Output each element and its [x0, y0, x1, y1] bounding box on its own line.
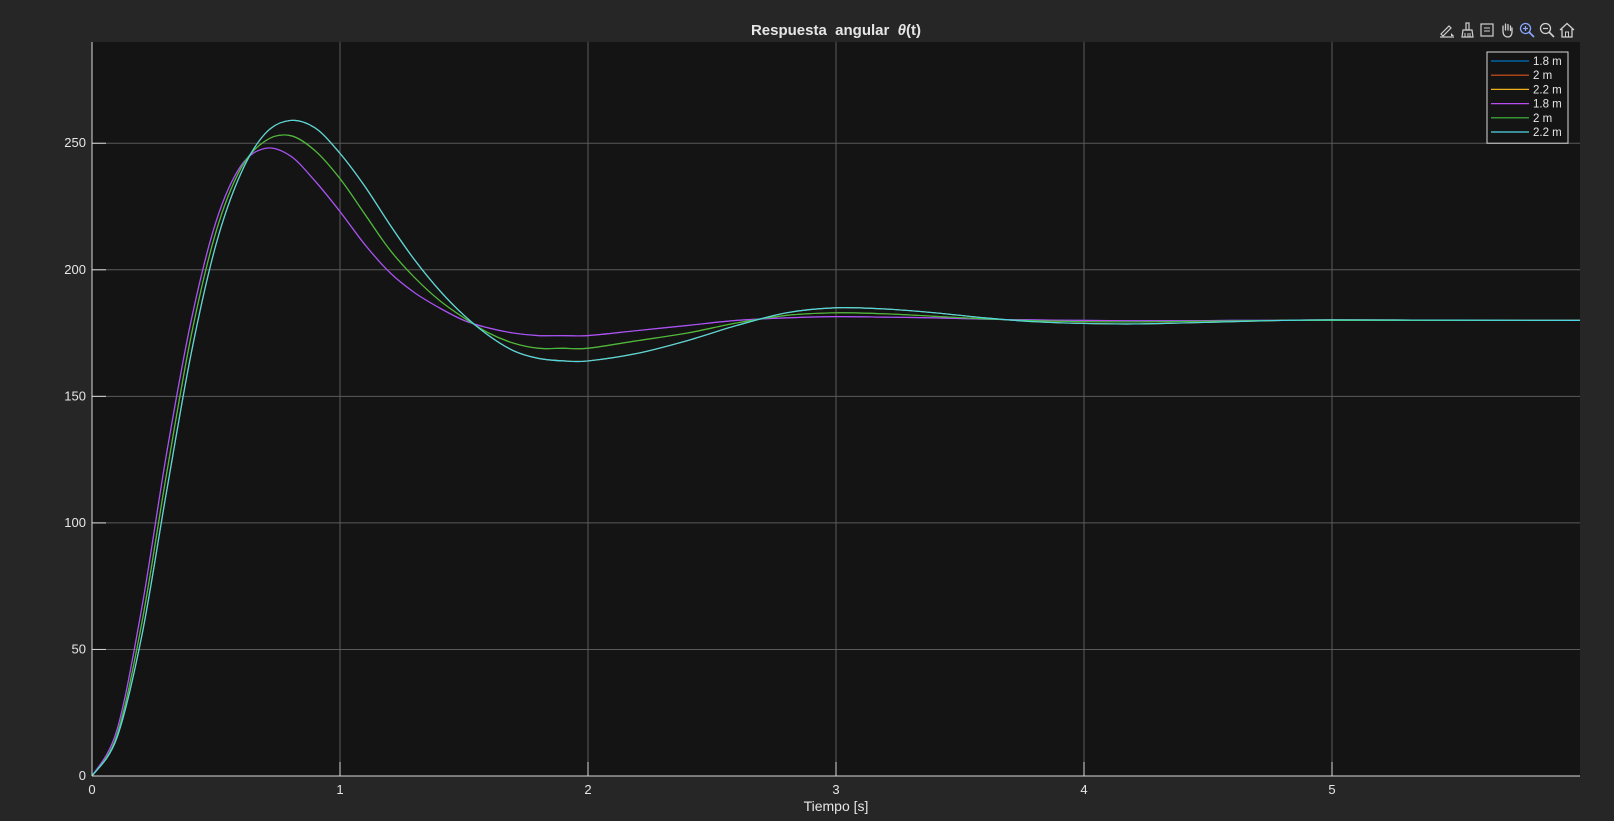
- x-tick-label: 2: [584, 782, 591, 797]
- brush-icon[interactable]: [1458, 20, 1476, 40]
- zoom-out-icon[interactable]: [1538, 20, 1556, 40]
- legend-label: 2.2 m: [1533, 84, 1562, 96]
- x-tick-label: 1: [336, 782, 343, 797]
- legend-box: [1486, 51, 1569, 144]
- axes: [91, 42, 1580, 777]
- title-symbol: θ: [898, 22, 907, 39]
- x-axis-label: Tiempo [s]: [804, 798, 869, 814]
- x-tick-label: 5: [1328, 782, 1335, 797]
- y-tick-label: 0: [79, 768, 86, 783]
- legend-label: 2 m: [1533, 113, 1552, 125]
- y-tick-label: 100: [64, 515, 86, 530]
- y-tick-label: 250: [64, 135, 86, 150]
- y-tick-label: 50: [72, 641, 86, 656]
- title-suffix: (t): [906, 22, 921, 39]
- zoom-in-icon[interactable]: [1518, 20, 1536, 40]
- legend-label: 2 m: [1533, 70, 1552, 82]
- x-tick-label: 3: [832, 782, 839, 797]
- legend[interactable]: 1.8 m 2 m 2.2 m 1.8 m 2 m 2.2 m: [1486, 51, 1569, 144]
- x-tick-label: 0: [88, 782, 95, 797]
- axes-toolbar: [1438, 20, 1576, 42]
- series-lines: [91, 119, 1581, 777]
- data-tips-icon[interactable]: [1478, 20, 1496, 40]
- y-tick-label: 200: [64, 262, 86, 277]
- legend-label: 1.8 m: [1533, 99, 1562, 111]
- grid: [92, 42, 1580, 776]
- series-line-5: [91, 134, 1580, 777]
- y-tick-label: 150: [64, 388, 86, 403]
- home-icon[interactable]: [1558, 20, 1576, 40]
- series-line-6: [91, 119, 1581, 777]
- edit-plot-icon[interactable]: [1438, 20, 1456, 40]
- legend-label: 1.8 m: [1533, 56, 1562, 68]
- x-tick-label: 4: [1080, 782, 1087, 797]
- series-line-4: [91, 147, 1580, 777]
- chart-title: Respuesta angular θ(t): [751, 22, 921, 39]
- title-prefix: Respuesta angular: [751, 22, 898, 39]
- legend-label: 2.2 m: [1533, 127, 1562, 139]
- pan-icon[interactable]: [1498, 20, 1516, 40]
